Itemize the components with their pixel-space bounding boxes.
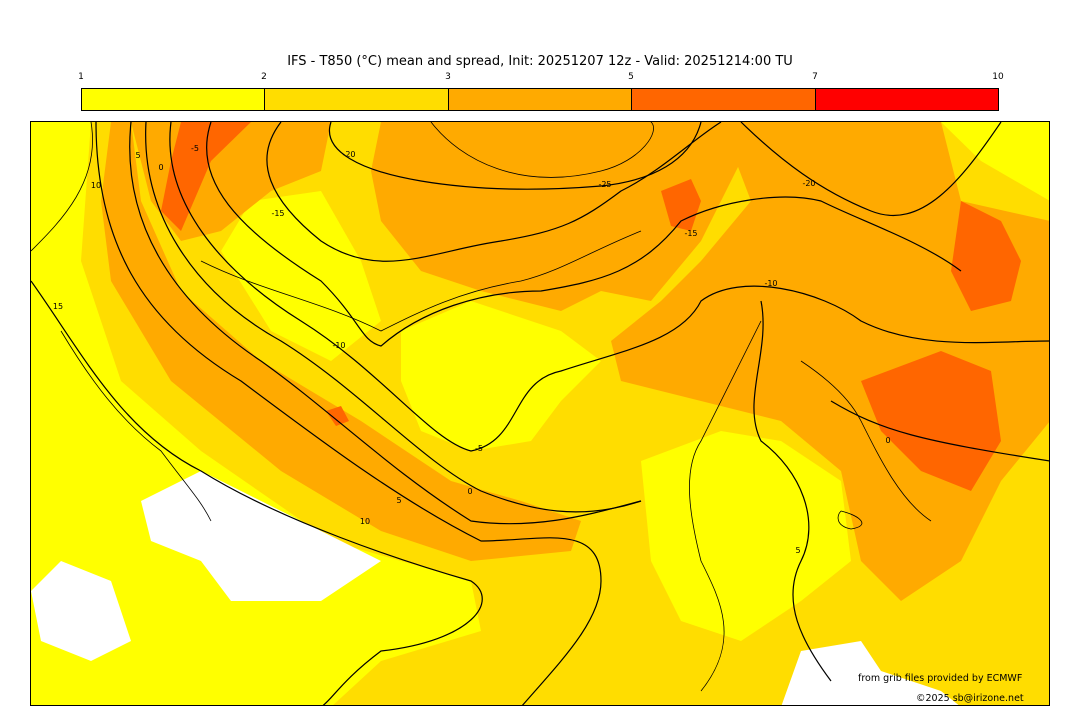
legend-tick: 5 xyxy=(628,72,634,82)
isotherms xyxy=(31,122,1049,705)
contour-label: -5 xyxy=(475,444,483,453)
spread-fill xyxy=(401,301,601,451)
coastlines xyxy=(31,122,932,692)
contour-label: 0 xyxy=(885,436,890,445)
contour-label: 5 xyxy=(135,151,140,160)
contour-label: -5 xyxy=(191,144,199,153)
contour-label: -15 xyxy=(684,229,697,238)
contour-label: 10 xyxy=(91,181,101,190)
contour-label: 5 xyxy=(396,496,401,505)
legend-tick: 3 xyxy=(445,72,451,82)
legend-tick: 7 xyxy=(812,72,818,82)
spread-fill xyxy=(641,431,851,641)
contour-label: 0 xyxy=(467,487,472,496)
source-credit: from grib files provided by ECMWF xyxy=(858,673,1023,684)
copyright-credit: ©2025 sb@irizone.net xyxy=(916,693,1024,704)
contour-label: -10 xyxy=(764,279,777,288)
spread-fill xyxy=(611,122,1049,601)
legend-tick: 2 xyxy=(261,72,267,82)
spread-fill xyxy=(31,561,131,661)
map-canvas: 10 5 0 -5 -15 -20 -25 -20 -15 -10 -10 -5… xyxy=(31,122,1049,705)
spread-fill xyxy=(661,179,701,231)
legend-tick: 10 xyxy=(992,72,1004,82)
spread-fill xyxy=(371,122,741,311)
weather-map[interactable]: 10 5 0 -5 -15 -20 -25 -20 -15 -10 -10 -5… xyxy=(30,121,1050,706)
map-title: IFS - T850 (°C) mean and spread, Init: 2… xyxy=(287,54,793,69)
spread-fill xyxy=(221,191,381,361)
spread-fill xyxy=(326,406,349,426)
contour-label: -20 xyxy=(802,179,815,188)
contour-label: 10 xyxy=(360,517,370,526)
legend-segment xyxy=(632,89,816,110)
contour-label: 15 xyxy=(53,302,63,311)
spread-fill xyxy=(861,351,1001,491)
legend-segment xyxy=(448,89,633,110)
contour-label: -15 xyxy=(271,209,284,218)
contour-label: 0 xyxy=(158,163,163,172)
legend-segment xyxy=(815,89,999,110)
color-legend xyxy=(81,88,999,111)
contour-label: -20 xyxy=(342,150,355,159)
contour-labels: 10 5 0 -5 -15 -20 -25 -20 -15 -10 -10 -5… xyxy=(53,144,891,555)
contour-label: 5 xyxy=(795,546,800,555)
legend-tick: 1 xyxy=(78,72,84,82)
contour-label: -10 xyxy=(332,341,345,350)
spread-fill xyxy=(951,201,1021,311)
spread-fill xyxy=(941,122,1049,201)
legend-segment xyxy=(265,89,449,110)
spread-fill xyxy=(101,122,581,561)
legend-segment xyxy=(82,89,266,110)
spread-fill xyxy=(781,641,959,705)
contour-label: -25 xyxy=(598,180,611,189)
spread-fill xyxy=(161,122,251,231)
